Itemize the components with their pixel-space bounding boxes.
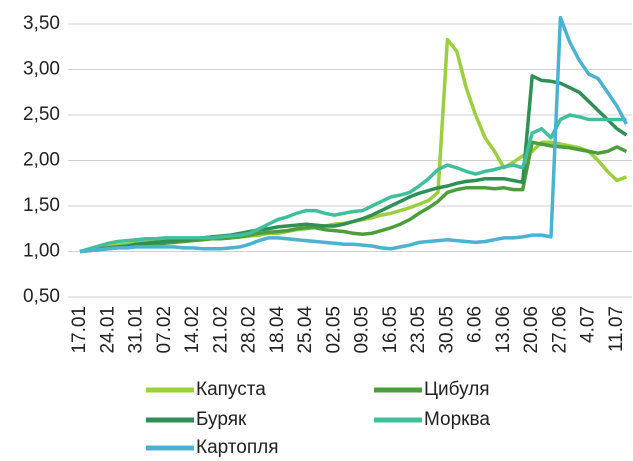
x-tick-label: 23.05: [408, 306, 429, 354]
legend-label: Картопля: [196, 437, 279, 458]
x-tick-label: 02.05: [323, 306, 344, 354]
series-line: [79, 74, 628, 254]
x-tick-label: 17.01: [69, 306, 90, 354]
x-tick-label: 20.06: [521, 306, 542, 354]
x-tick-label: 24.01: [97, 306, 118, 354]
x-tick-label: 13.06: [493, 306, 514, 354]
x-tick-label: 07.02: [154, 306, 175, 354]
x-tick-label: 28.02: [239, 306, 260, 354]
x-tick-label: 31.01: [126, 306, 147, 354]
y-tick-label: 0,50: [23, 286, 60, 307]
y-tick-label: 2,00: [23, 150, 60, 171]
y-tick-label: 1,50: [23, 195, 60, 216]
x-tick-label: 6.06: [465, 306, 486, 343]
legend-label: Капуста: [196, 379, 266, 400]
y-tick-label: 2,50: [23, 104, 60, 125]
y-tick-label: 1,00: [23, 241, 60, 262]
x-tick-label: 4.07: [578, 306, 599, 343]
series-line: [79, 140, 628, 254]
x-tick-label: 11.07: [606, 306, 627, 352]
legend-label: Морква: [424, 409, 490, 430]
series-line: [79, 113, 627, 254]
series-line: [79, 15, 628, 254]
y-tick-label: 3,50: [23, 13, 60, 34]
x-tick-label: 14.02: [182, 306, 203, 354]
x-tick-label: 09.05: [352, 306, 373, 354]
x-tick-label: 27.06: [549, 306, 570, 354]
legend-label: Цибуля: [424, 379, 490, 400]
x-tick-label: 21.02: [210, 306, 231, 354]
x-tick-label: 18.04: [267, 306, 288, 354]
y-tick-label: 3,00: [23, 59, 60, 80]
legend-label: Буряк: [196, 409, 247, 430]
x-tick-label: 30.05: [436, 306, 457, 354]
x-tick-label: 25.04: [295, 306, 316, 354]
x-tick-label: 16.05: [380, 306, 401, 354]
